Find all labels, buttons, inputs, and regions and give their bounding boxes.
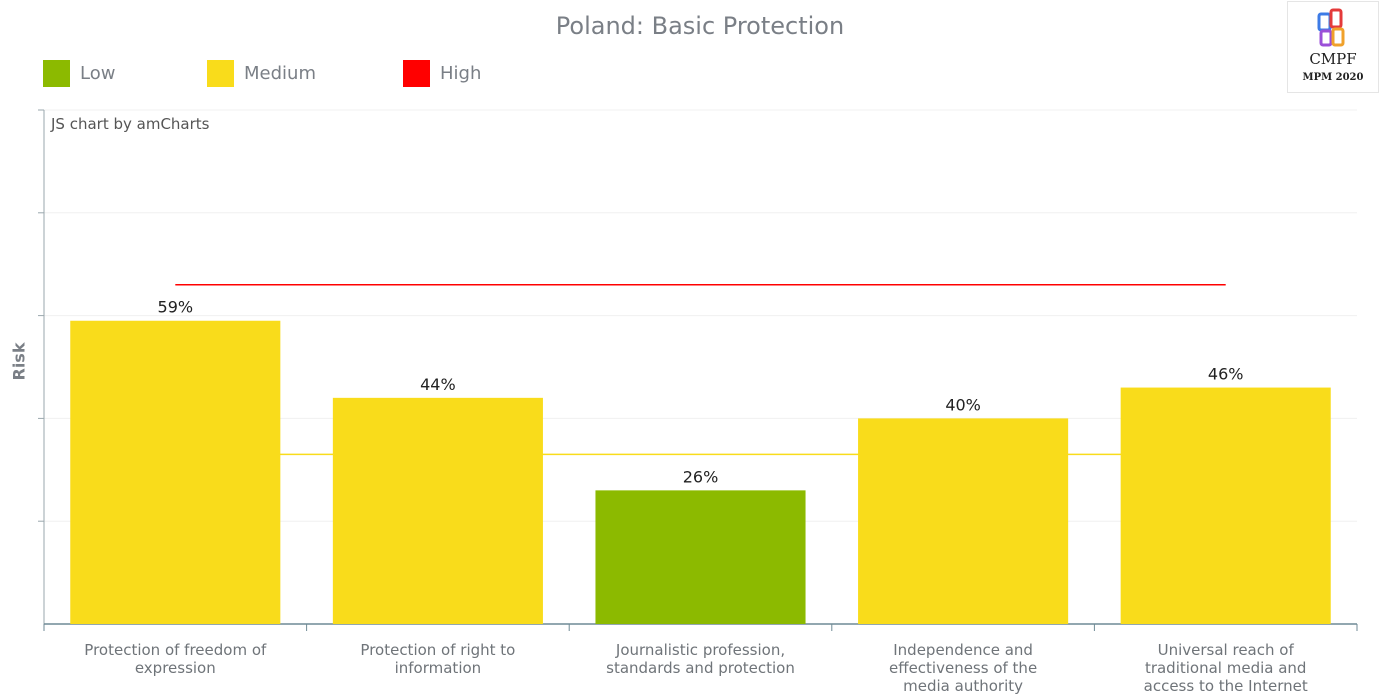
legend-label-high: High: [440, 63, 482, 84]
legend-swatch-low: [43, 60, 70, 87]
data-label: 46%: [1208, 365, 1244, 384]
legend-swatch-high: [403, 60, 430, 87]
logo-edition: MPM 2020: [1302, 72, 1364, 83]
legend-item-medium[interactable]: Medium: [207, 60, 316, 87]
x-tick-label: Protection of right to information: [360, 641, 516, 677]
data-label: 40%: [945, 395, 981, 414]
bar: [595, 490, 806, 624]
bar: [1120, 387, 1331, 624]
logo-mark-icon: [1317, 8, 1345, 47]
legend-label-low: Low: [80, 63, 116, 84]
data-label: 59%: [158, 298, 194, 317]
x-tick-label: Journalistic profession, standards and p…: [606, 641, 795, 677]
bar: [70, 320, 281, 624]
cmpf-logo: CMPF MPM 2020: [1287, 1, 1379, 93]
legend-item-high[interactable]: High: [403, 60, 481, 87]
data-label: 44%: [420, 375, 456, 394]
legend-swatch-medium: [207, 60, 234, 87]
x-tick-label: Protection of freedom of expression: [84, 641, 267, 677]
x-tick-label: Universal reach of traditional media and…: [1143, 641, 1308, 695]
legend-item-low[interactable]: Low: [43, 60, 115, 87]
bar: [858, 418, 1069, 624]
logo-brand: CMPF: [1309, 50, 1357, 68]
bar: [332, 397, 543, 624]
y-axis-label: Risk: [9, 342, 29, 381]
legend-label-medium: Medium: [244, 63, 316, 84]
x-tick-label: Independence and effectiveness of the me…: [889, 641, 1038, 695]
data-label: 26%: [683, 467, 719, 486]
chart-credit[interactable]: JS chart by amCharts: [51, 115, 210, 133]
page-title: Poland: Basic Protection: [555, 12, 845, 40]
